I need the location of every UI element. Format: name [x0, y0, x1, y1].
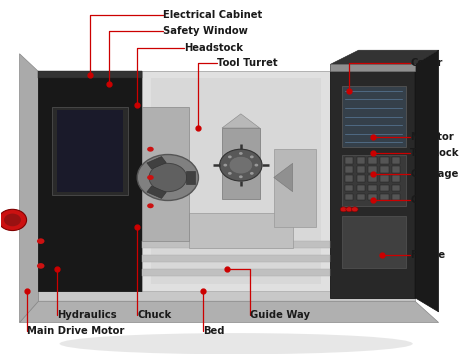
Polygon shape	[19, 301, 438, 322]
Polygon shape	[274, 149, 316, 227]
Bar	[380, 185, 389, 191]
Bar	[380, 157, 389, 164]
Circle shape	[37, 238, 45, 244]
Bar	[142, 269, 330, 276]
Polygon shape	[19, 54, 38, 322]
Polygon shape	[222, 128, 260, 199]
Circle shape	[137, 154, 199, 201]
Polygon shape	[38, 71, 142, 291]
Bar	[392, 185, 401, 191]
Polygon shape	[142, 107, 189, 241]
Text: Tool Turret: Tool Turret	[217, 58, 278, 67]
Bar	[392, 175, 401, 182]
Bar	[368, 175, 377, 182]
Circle shape	[229, 156, 253, 174]
Bar	[368, 166, 377, 173]
Bar	[342, 86, 406, 147]
Bar	[345, 166, 354, 173]
Text: Electrical Cabinet: Electrical Cabinet	[163, 10, 263, 20]
Bar	[345, 175, 354, 182]
Bar	[368, 157, 377, 164]
Circle shape	[4, 214, 21, 226]
Circle shape	[250, 172, 254, 175]
Text: Chuck: Chuck	[137, 310, 172, 321]
Polygon shape	[330, 64, 415, 298]
Bar	[356, 166, 365, 173]
Bar	[356, 157, 365, 164]
Text: Bed: Bed	[203, 326, 225, 336]
Text: Frame: Frame	[410, 250, 446, 260]
Bar	[356, 175, 365, 182]
Bar	[147, 157, 166, 169]
Text: Carriage: Carriage	[410, 169, 459, 179]
Bar	[345, 157, 354, 164]
Text: Monitor: Monitor	[410, 132, 454, 142]
Circle shape	[228, 155, 232, 158]
Bar	[342, 154, 406, 206]
Circle shape	[255, 164, 258, 166]
Bar	[392, 157, 401, 164]
Polygon shape	[330, 64, 415, 71]
Circle shape	[346, 207, 353, 212]
Bar	[356, 185, 365, 191]
Polygon shape	[57, 110, 123, 192]
Bar	[356, 194, 365, 201]
Text: Guide Way: Guide Way	[250, 310, 310, 321]
Text: Tailstock: Tailstock	[410, 148, 460, 158]
Text: Cover: Cover	[410, 58, 443, 67]
Circle shape	[239, 152, 243, 155]
Circle shape	[147, 203, 154, 208]
Circle shape	[147, 175, 154, 180]
Polygon shape	[142, 71, 330, 291]
Circle shape	[147, 147, 154, 152]
Circle shape	[352, 207, 358, 212]
Circle shape	[37, 263, 45, 269]
Polygon shape	[274, 163, 292, 192]
Circle shape	[340, 207, 347, 212]
Circle shape	[239, 175, 243, 178]
Circle shape	[0, 209, 27, 230]
Text: CNC: CNC	[410, 196, 434, 206]
Bar	[142, 241, 330, 247]
Bar	[380, 175, 389, 182]
Circle shape	[149, 163, 187, 192]
Circle shape	[223, 164, 227, 166]
Bar	[186, 171, 195, 184]
Bar	[142, 255, 330, 262]
Bar	[342, 217, 406, 268]
Polygon shape	[53, 107, 128, 195]
Bar	[380, 166, 389, 173]
Polygon shape	[38, 71, 415, 301]
Circle shape	[228, 172, 232, 175]
Text: Safety Window: Safety Window	[163, 26, 248, 36]
Bar	[392, 194, 401, 201]
Polygon shape	[151, 78, 321, 284]
Bar	[392, 166, 401, 173]
Polygon shape	[222, 114, 260, 128]
Bar	[368, 194, 377, 201]
Text: Headstock: Headstock	[184, 43, 243, 54]
Text: Main Drive Motor: Main Drive Motor	[27, 326, 124, 336]
Circle shape	[250, 155, 254, 158]
Text: Hydraulics: Hydraulics	[57, 310, 117, 321]
Bar	[368, 185, 377, 191]
Polygon shape	[415, 50, 438, 312]
Polygon shape	[38, 71, 142, 78]
Bar	[345, 194, 354, 201]
Bar	[147, 186, 166, 198]
Polygon shape	[189, 213, 292, 248]
Polygon shape	[330, 50, 438, 64]
Bar	[345, 185, 354, 191]
Ellipse shape	[60, 333, 413, 354]
Circle shape	[219, 149, 262, 181]
Bar	[380, 194, 389, 201]
